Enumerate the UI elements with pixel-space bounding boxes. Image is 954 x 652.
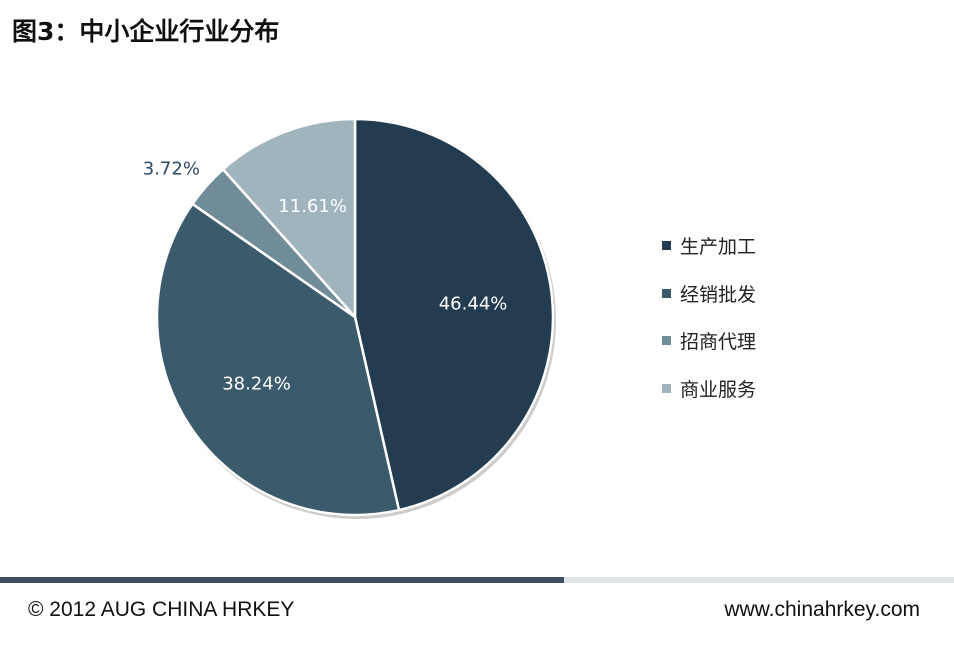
data-label-2: 3.72%	[143, 159, 200, 180]
legend-item: 生产加工	[662, 222, 756, 270]
legend-swatch	[662, 336, 671, 346]
legend-item: 招商代理	[662, 317, 756, 365]
legend-label: 经销批发	[680, 283, 757, 306]
legend-item: 商业服务	[662, 365, 756, 413]
pie-slice-1	[155, 202, 401, 517]
legend: 生产加工经销批发招商代理商业服务	[662, 222, 756, 412]
data-label-0: 46.44%	[439, 294, 508, 315]
data-label-1: 38.24%	[222, 373, 291, 394]
legend-item: 经销批发	[662, 270, 756, 318]
legend-label: 招商代理	[680, 331, 757, 354]
chart-title: 图3：中小企业行业分布	[12, 17, 280, 46]
legend-label: 商业服务	[680, 378, 757, 401]
footer-bar-light	[564, 577, 954, 583]
legend-swatch	[662, 288, 671, 298]
data-label-3: 11.61%	[278, 196, 347, 217]
footer-bar-dark	[0, 577, 564, 583]
legend-swatch	[662, 383, 671, 393]
legend-swatch	[662, 241, 671, 251]
website-link[interactable]: www.chinahrkey.com	[724, 598, 920, 621]
pie-slice-0	[353, 117, 555, 512]
pie-chart: 46.44% 38.24% 3.72% 11.61%	[143, 117, 556, 519]
pie-slice-3	[221, 117, 357, 321]
legend-label: 生产加工	[680, 236, 757, 259]
copyright-text: © 2012 AUG CHINA HRKEY	[28, 598, 295, 621]
